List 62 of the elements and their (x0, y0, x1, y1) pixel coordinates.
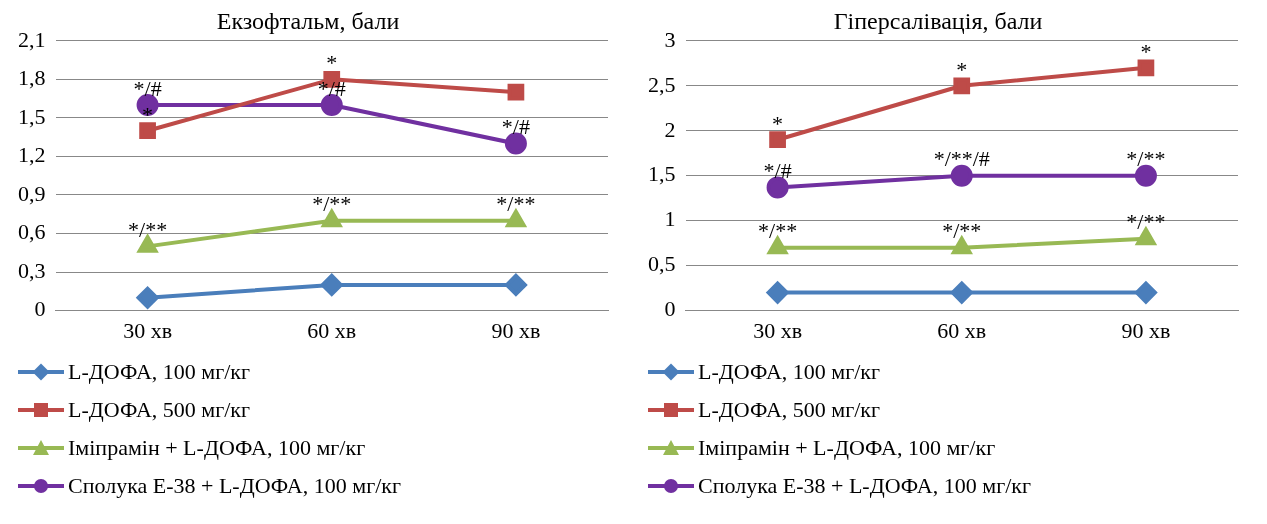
chart-title: Гіперсалівація, бали (833, 7, 1043, 34)
annotation: * (1140, 38, 1152, 64)
y-tick-label: 0,6 (18, 219, 46, 245)
legend-label: L-ДОФА, 500 мг/кг (68, 397, 251, 423)
chart-title: Екзофтальм, бали (216, 7, 400, 34)
annotation: */# (133, 75, 162, 101)
annotation: */** (1126, 209, 1166, 235)
y-tick-label: 0,3 (18, 257, 46, 283)
annotation: */** (942, 218, 982, 244)
x-tick-label: 30 хв (753, 317, 803, 343)
x-tick-label: 60 хв (307, 317, 357, 343)
annotation: */** (128, 217, 168, 243)
y-tick-label: 0,5 (648, 251, 676, 277)
x-tick-label: 60 хв (937, 317, 987, 343)
point (1134, 281, 1157, 304)
x-tick-label: 30 хв (123, 317, 173, 343)
legend-label: Сполука Е-38 + L-ДОФА, 100 мг/кг (698, 473, 1032, 499)
y-tick-label: 2,1 (18, 26, 46, 52)
y-tick-label: 0 (34, 296, 46, 322)
annotation: * (142, 101, 154, 127)
point (1134, 164, 1157, 187)
y-tick-label: 0 (664, 296, 676, 322)
point (136, 286, 159, 309)
y-tick-label: 3 (664, 26, 676, 52)
annotation: */# (501, 114, 530, 140)
y-tick-label: 1,2 (18, 142, 46, 168)
annotation: * (772, 110, 784, 136)
point (950, 164, 973, 187)
y-tick-label: 1,5 (18, 103, 46, 129)
y-tick-label: 1,8 (18, 65, 46, 91)
point (766, 281, 789, 304)
legend-label: L-ДОФА, 100 мг/кг (698, 359, 881, 385)
annotation: */** (312, 191, 352, 217)
legend-label: Іміпрамін + L-ДОФА, 100 мг/кг (68, 435, 366, 461)
annotation: */** (1126, 146, 1166, 172)
annotation: */# (763, 158, 792, 184)
y-tick-label: 1 (664, 206, 676, 232)
x-tick-label: 90 хв (491, 317, 541, 343)
legend-label: Сполука Е-38 + L-ДОФА, 100 мг/кг (68, 473, 402, 499)
point (504, 273, 527, 296)
annotation: * (326, 50, 338, 76)
y-tick-label: 1,5 (648, 161, 676, 187)
point (953, 77, 971, 95)
annotation: */** (758, 218, 798, 244)
y-tick-label: 2,5 (648, 71, 676, 97)
x-tick-label: 90 хв (1121, 317, 1171, 343)
legend-label: L-ДОФА, 500 мг/кг (698, 397, 881, 423)
legend-label: Іміпрамін + L-ДОФА, 100 мг/кг (698, 435, 996, 461)
point (769, 131, 786, 149)
point (507, 83, 525, 101)
annotation: */**/# (933, 146, 990, 172)
y-tick-label: 0,9 (18, 180, 46, 206)
y-tick-label: 2 (664, 116, 676, 142)
annotation: * (956, 56, 968, 82)
point (950, 281, 973, 304)
legend-label: L-ДОФА, 100 мг/кг (68, 359, 251, 385)
point (1137, 59, 1155, 77)
point (320, 273, 343, 296)
point (139, 122, 156, 140)
annotation: */** (496, 191, 536, 217)
point (504, 132, 527, 155)
point (766, 176, 789, 199)
